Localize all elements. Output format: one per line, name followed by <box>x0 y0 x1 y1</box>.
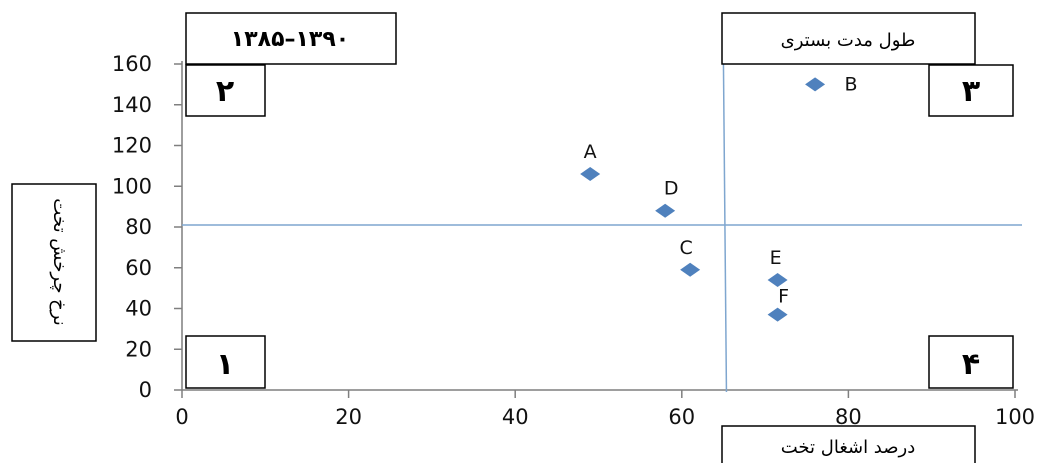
point-d-marker <box>655 203 676 218</box>
x-tick-group: 0 20 40 60 80 100 <box>175 390 1035 429</box>
quadrant-2-label: ۲ <box>216 74 234 109</box>
x-tick-label: 40 <box>502 405 529 429</box>
point-e-marker <box>767 272 788 287</box>
y-tick-label: 60 <box>125 256 152 280</box>
y-tick-label: 160 <box>112 52 152 76</box>
point-c-marker <box>680 262 701 277</box>
length-of-stay-label: طول مدت بستری <box>781 30 916 51</box>
y-axis-title-box: نرخ چرخش تخت <box>11 183 97 342</box>
point-d-label: D <box>664 178 679 200</box>
y-tick-label: 120 <box>112 134 152 158</box>
data-points: A B C D EF <box>580 73 858 322</box>
x-tick-label: 60 <box>668 405 695 429</box>
x-axis-title: درصد اشغال تخت <box>781 437 916 458</box>
y-tick-label: 20 <box>125 337 152 361</box>
y-tick-label: 0 <box>139 378 152 402</box>
point-b-label: B <box>845 73 858 95</box>
point-a-label: A <box>584 141 597 163</box>
x-axis-title-box: درصد اشغال تخت <box>721 425 976 463</box>
quadrant-1-label: ۱ <box>216 347 234 382</box>
y-tick-label: 40 <box>125 297 152 321</box>
point-c-label: C <box>679 237 692 259</box>
x-tick-label: 100 <box>995 405 1035 429</box>
point-a-marker <box>580 167 601 182</box>
x-tick-label: 80 <box>835 405 862 429</box>
y-tick-label: 80 <box>125 215 152 239</box>
vertical-reference-line <box>722 63 728 393</box>
quadrant-3-box: ۳ <box>928 64 1014 117</box>
x-tick-label: 20 <box>335 405 362 429</box>
point-b-marker <box>805 77 826 92</box>
y-axis-title: نرخ چرخش تخت <box>49 198 70 325</box>
length-of-stay-box: طول مدت بستری <box>721 12 976 65</box>
quadrant-4-label: ۴ <box>962 347 980 382</box>
quadrant-2-box: ۲ <box>185 64 266 117</box>
y-tick-label: 100 <box>112 174 152 198</box>
x-tick-label: 0 <box>175 405 188 429</box>
point-f-label: F <box>778 286 789 308</box>
period-box: ۱۳۸۵–۱۳۹۰ <box>185 12 397 65</box>
y-tick-label: 140 <box>112 93 152 117</box>
quadrant-1-box: ۱ <box>185 335 266 389</box>
quadrant-3-label: ۳ <box>962 74 980 109</box>
y-tick-group: 0 20 40 60 80 100 120 140 160 <box>112 52 182 402</box>
period-label: ۱۳۸۵–۱۳۹۰ <box>231 27 349 52</box>
quadrant-4-box: ۴ <box>928 335 1014 389</box>
point-e-label: E <box>770 247 782 269</box>
point-f-marker <box>767 307 788 322</box>
